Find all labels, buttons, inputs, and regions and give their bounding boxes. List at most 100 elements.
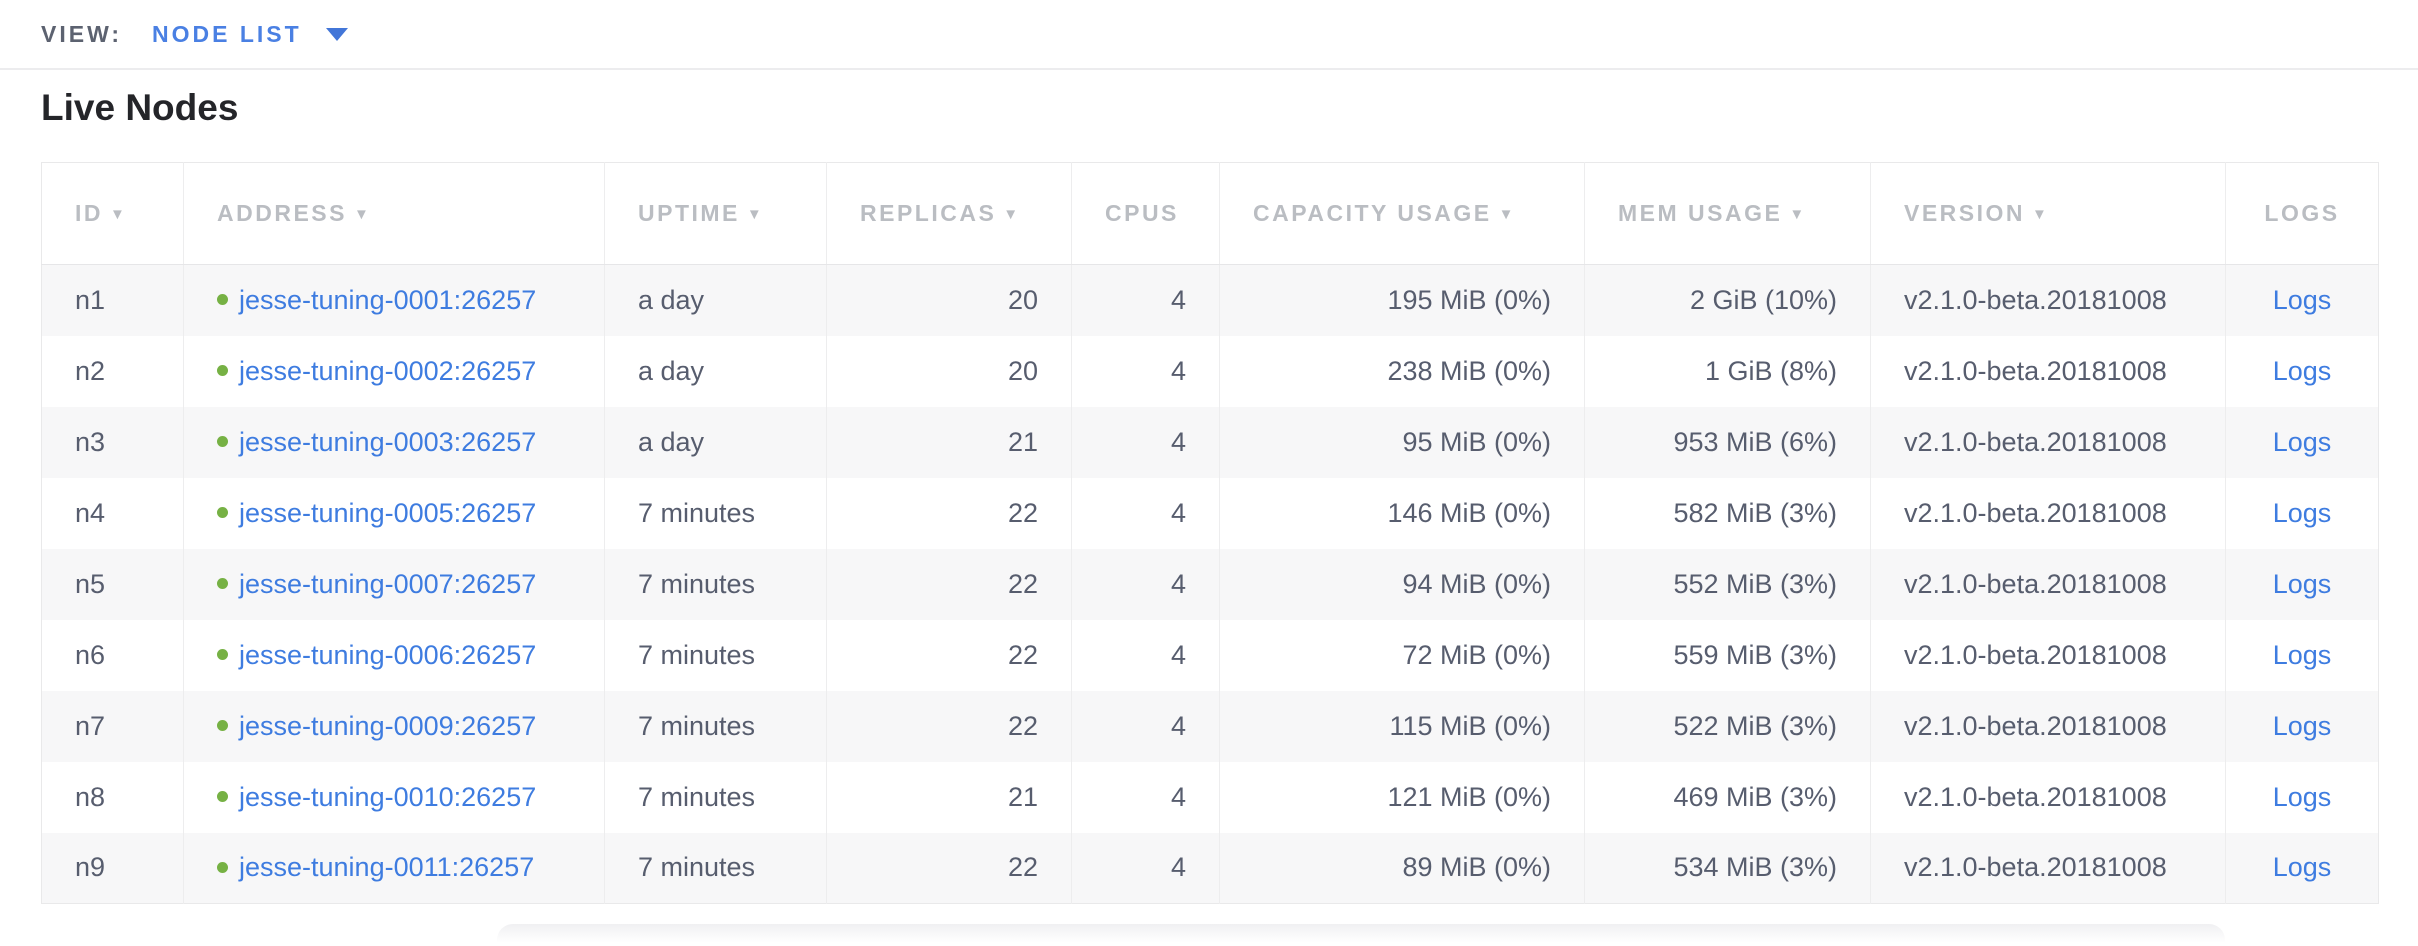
live-status-icon — [217, 294, 228, 306]
table-header-row: ID ▼ ADDRESS ▼ UPTIME ▼ REPLICAS ▼ CPUS CAPA… — [41, 162, 2379, 265]
table-row: n5 jesse-tuning-0007:26257 7 minutes 22 … — [41, 548, 2379, 620]
node-version-cell: v2.1.0-beta.20181008 — [1870, 264, 2226, 336]
node-replicas-cell: 22 — [826, 548, 1072, 620]
node-version-cell: v2.1.0-beta.20181008 — [1870, 406, 2226, 478]
node-capacity-usage-cell: 94 MiB (0%) — [1219, 548, 1585, 620]
view-selected-value: NODE LIST — [152, 20, 302, 47]
node-version-cell: v2.1.0-beta.20181008 — [1870, 548, 2226, 620]
logs-link[interactable]: Logs — [2272, 497, 2332, 528]
node-logs-cell: Logs — [2226, 833, 2379, 904]
node-cpus-cell: 4 — [1071, 761, 1220, 833]
column-header-capacity-usage[interactable]: CAPACITY USAGE ▼ — [1219, 162, 1585, 265]
node-logs-cell: Logs — [2226, 762, 2379, 833]
node-uptime-cell: a day — [604, 335, 827, 407]
logs-link[interactable]: Logs — [2272, 568, 2332, 599]
node-capacity-usage-cell: 195 MiB (0%) — [1219, 264, 1585, 336]
logs-link[interactable]: Logs — [2272, 710, 2332, 741]
node-address-cell: jesse-tuning-0007:26257 — [183, 548, 605, 620]
node-address-link[interactable]: jesse-tuning-0011:26257 — [239, 852, 535, 883]
view-selector-dropdown[interactable]: NODE LIST — [152, 21, 348, 48]
node-address-link[interactable]: jesse-tuning-0003:26257 — [239, 426, 537, 457]
node-mem-usage-cell: 2 GiB (10%) — [1584, 264, 1871, 336]
node-mem-usage-cell: 522 MiB (3%) — [1584, 690, 1871, 762]
node-mem-usage-cell: 559 MiB (3%) — [1584, 619, 1871, 691]
sort-desc-icon: ▼ — [746, 206, 765, 223]
node-uptime-cell: 7 minutes — [604, 761, 827, 833]
column-header-address[interactable]: ADDRESS ▼ — [183, 162, 605, 265]
sort-desc-icon: ▼ — [110, 206, 128, 223]
sort-desc-icon: ▼ — [1003, 206, 1021, 223]
logs-link[interactable]: Logs — [2272, 852, 2332, 883]
node-uptime-cell: 7 minutes — [604, 832, 827, 904]
node-address-cell: jesse-tuning-0005:26257 — [183, 477, 605, 549]
node-replicas-cell: 20 — [826, 335, 1072, 407]
node-cpus-cell: 4 — [1071, 477, 1220, 549]
live-status-icon — [217, 577, 228, 589]
node-cpus-cell: 4 — [1071, 335, 1220, 407]
logs-link[interactable]: Logs — [2272, 284, 2332, 315]
sort-desc-icon: ▼ — [1789, 206, 1807, 223]
node-mem-usage-cell: 1 GiB (8%) — [1584, 335, 1871, 407]
node-address-link[interactable]: jesse-tuning-0005:26257 — [239, 497, 537, 528]
column-header-replicas[interactable]: REPLICAS ▼ — [826, 162, 1072, 265]
node-replicas-cell: 22 — [826, 690, 1072, 762]
node-address-link[interactable]: jesse-tuning-0006:26257 — [239, 639, 537, 670]
node-mem-usage-cell: 582 MiB (3%) — [1584, 477, 1871, 549]
node-logs-cell: Logs — [2226, 549, 2379, 620]
node-logs-cell: Logs — [2226, 478, 2379, 549]
node-id-cell: n3 — [41, 406, 184, 478]
node-capacity-usage-cell: 115 MiB (0%) — [1219, 690, 1585, 762]
live-status-icon — [217, 648, 228, 660]
node-address-link[interactable]: jesse-tuning-0010:26257 — [239, 781, 537, 812]
view-bar: VIEW: NODE LIST — [0, 0, 2418, 70]
node-logs-cell: Logs — [2226, 691, 2379, 762]
node-mem-usage-cell: 534 MiB (3%) — [1584, 832, 1871, 904]
live-status-icon — [217, 364, 228, 376]
node-capacity-usage-cell: 121 MiB (0%) — [1219, 761, 1585, 833]
node-logs-cell: Logs — [2226, 336, 2379, 407]
node-cpus-cell: 4 — [1071, 690, 1220, 762]
node-logs-cell: Logs — [2226, 265, 2379, 336]
node-replicas-cell: 20 — [826, 264, 1072, 336]
node-replicas-cell: 21 — [826, 761, 1072, 833]
node-address-cell: jesse-tuning-0009:26257 — [183, 690, 605, 762]
table-row: n6 jesse-tuning-0006:26257 7 minutes 22 … — [41, 619, 2379, 691]
view-label: VIEW: — [41, 20, 123, 47]
node-version-cell: v2.1.0-beta.20181008 — [1870, 477, 2226, 549]
column-header-uptime[interactable]: UPTIME ▼ — [604, 162, 827, 265]
node-address-cell: jesse-tuning-0010:26257 — [183, 761, 605, 833]
node-replicas-cell: 22 — [826, 832, 1072, 904]
table-row: n3 jesse-tuning-0003:26257 a day 21 4 95… — [41, 406, 2379, 478]
table-row: n7 jesse-tuning-0009:26257 7 minutes 22 … — [41, 690, 2379, 762]
node-capacity-usage-cell: 238 MiB (0%) — [1219, 335, 1585, 407]
live-status-icon — [217, 506, 228, 518]
table-row: n4 jesse-tuning-0005:26257 7 minutes 22 … — [41, 477, 2379, 549]
node-version-cell: v2.1.0-beta.20181008 — [1870, 690, 2226, 762]
logs-link[interactable]: Logs — [2272, 781, 2332, 812]
node-version-cell: v2.1.0-beta.20181008 — [1870, 335, 2226, 407]
column-header-mem-usage[interactable]: MEM USAGE ▼ — [1584, 162, 1871, 265]
logs-link[interactable]: Logs — [2272, 426, 2332, 457]
node-address-cell: jesse-tuning-0001:26257 — [183, 264, 605, 336]
column-header-id[interactable]: ID ▼ — [41, 162, 184, 265]
live-status-icon — [217, 719, 228, 731]
node-address-link[interactable]: jesse-tuning-0001:26257 — [239, 284, 537, 315]
node-version-cell: v2.1.0-beta.20181008 — [1870, 761, 2226, 833]
node-cpus-cell: 4 — [1071, 832, 1220, 904]
node-capacity-usage-cell: 95 MiB (0%) — [1219, 406, 1585, 478]
node-address-link[interactable]: jesse-tuning-0009:26257 — [239, 710, 537, 741]
logs-link[interactable]: Logs — [2272, 355, 2332, 386]
node-address-link[interactable]: jesse-tuning-0002:26257 — [239, 355, 537, 386]
node-logs-cell: Logs — [2226, 407, 2379, 478]
node-uptime-cell: a day — [604, 406, 827, 478]
node-cpus-cell: 4 — [1071, 548, 1220, 620]
node-uptime-cell: 7 minutes — [604, 619, 827, 691]
live-status-icon — [217, 861, 228, 873]
node-address-cell: jesse-tuning-0002:26257 — [183, 335, 605, 407]
node-replicas-cell: 22 — [826, 619, 1072, 691]
column-header-version[interactable]: VERSION ▼ — [1870, 162, 2226, 265]
node-mem-usage-cell: 953 MiB (6%) — [1584, 406, 1871, 478]
logs-link[interactable]: Logs — [2272, 639, 2332, 670]
node-mem-usage-cell: 469 MiB (3%) — [1584, 761, 1871, 833]
node-address-link[interactable]: jesse-tuning-0007:26257 — [239, 568, 537, 599]
